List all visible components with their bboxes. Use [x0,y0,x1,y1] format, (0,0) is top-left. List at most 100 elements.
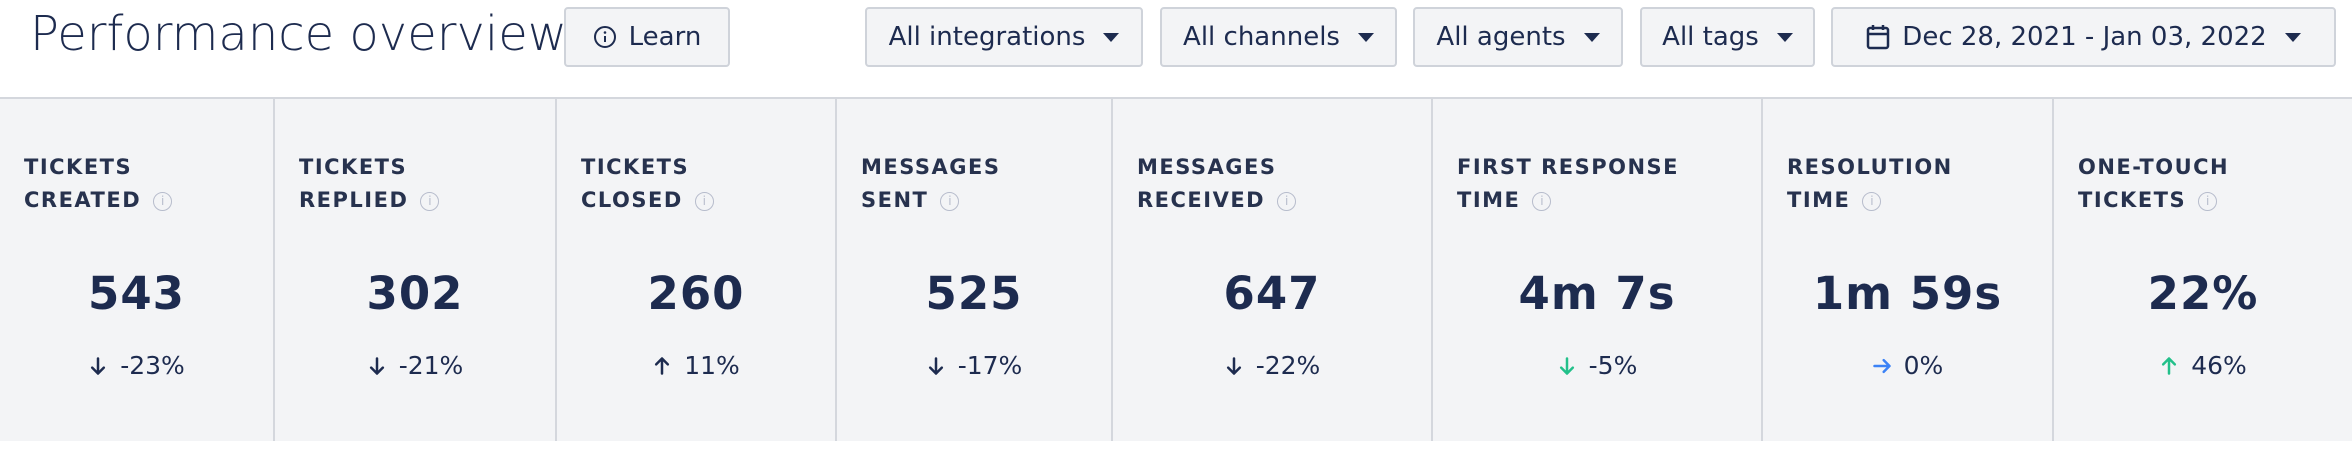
stat-label-text: SENT [861,188,929,212]
stat-label-text: MESSAGES [1137,155,1277,179]
stat-value: 302 [366,267,464,320]
info-icon: i [1862,192,1882,211]
stat-label-text: ONE-TOUCH [2078,155,2230,179]
stat-value: 525 [925,267,1023,320]
trend-arrow [91,356,106,375]
stat-change-text: 11% [684,351,740,380]
stat-label: TICKETS REPLIED i [299,151,440,217]
stat-label-line: RESOLUTION [1787,151,1953,184]
stat-value: 22% [2147,267,2259,320]
stat-change-text: 46% [2191,351,2247,380]
stat-label-line: SENT i [861,184,1001,217]
stat-change: -5% [1433,351,1761,380]
stat-label-text: RESOLUTION [1787,155,1953,179]
date-range-label: Dec 28, 2021 - Jan 03, 2022 [1902,22,2267,52]
stat-change: 46% [2054,351,2352,380]
stat-change: -21% [275,351,555,380]
stat-label-text: TIME [1457,188,1521,212]
stat-change-text: -17% [957,351,1023,380]
learn-button[interactable]: Learn [564,7,730,67]
stat-card: ONE-TOUCH TICKETS i 22% 46% [2054,99,2352,441]
stat-value: 647 [1223,267,1321,320]
stat-label: MESSAGES RECEIVED i [1137,151,1297,217]
trend-arrow [928,356,943,375]
stat-card: TICKETS CLOSED i 260 11% [557,99,837,441]
stat-label-line: CREATED i [24,184,173,217]
filter-label: All integrations [888,22,1086,52]
stat-label: TICKETS CREATED i [24,151,173,217]
stat-label-line: ONE-TOUCH [2078,151,2229,184]
arrow-path [369,356,384,375]
info-icon: i [2198,192,2218,211]
caret [1103,32,1120,42]
stat-change-text: 0% [1903,351,1944,380]
arrow-path [91,356,106,375]
trend-arrow [655,356,670,375]
info-icon: i [694,192,714,211]
stat-label-line: TIME i [1787,184,1953,217]
trend-arrow [1559,356,1574,375]
stat-change-text: -23% [120,351,185,380]
stat-label-line: TICKETS [24,151,172,184]
stat-label-line: TICKETS [581,151,714,184]
filter-dropdown[interactable]: All channels [1160,7,1397,67]
stat-label-text: TICKETS [299,155,408,179]
caret [1583,32,1600,42]
page-title: Performance overview [30,6,567,62]
arrow-path [1872,358,1891,373]
learn-label: Learn [628,22,702,52]
stat-change-text: -22% [1255,351,1321,380]
arrow-path [1226,356,1241,375]
filter-label: All agents [1436,22,1566,52]
stat-label-line: FIRST RESPONSE [1457,151,1679,184]
stat-change-text: -21% [398,351,464,380]
stat-label-text: TICKETS [2078,188,2187,212]
stat-label-text: REPLIED [299,188,409,212]
stat-label-text: FIRST RESPONSE [1457,155,1680,179]
stat-label-text: RECEIVED [1137,188,1266,212]
filter-dropdown[interactable]: All integrations [865,7,1143,67]
stat-label-text: CREATED [24,188,142,212]
stat-card: FIRST RESPONSE TIME i 4m 7s -5% [1433,99,1763,441]
arrow-path [1559,356,1574,375]
date-range-button[interactable]: Dec 28, 2021 - Jan 03, 2022 [1831,7,2336,67]
stat-card: RESOLUTION TIME i 1m 59s 0% [1763,99,2054,441]
stat-change: -22% [1113,351,1431,380]
calendar-icon [1867,25,1890,50]
stat-label: RESOLUTION TIME i [1787,151,1953,217]
arrow-path [928,356,943,375]
stat-change: 0% [1763,351,2052,380]
trend-arrow [1872,358,1891,373]
arrow-path [655,356,670,375]
filter-dropdown[interactable]: All agents [1413,7,1623,67]
stat-label-text: CLOSED [581,188,683,212]
stat-label-line: TIME i [1457,184,1679,217]
info-icon: i [1277,192,1297,211]
info-icon: i [153,192,173,211]
info-icon: i [1532,192,1552,211]
stat-change-text: -5% [1588,351,1638,380]
trend-arrow [2162,356,2177,375]
stat-label: TICKETS CLOSED i [581,151,714,217]
stat-change: 11% [557,351,835,380]
trend-arrow [369,356,384,375]
arrow-path [2162,356,2177,375]
stat-change: -23% [0,351,273,380]
filter-label: All tags [1662,22,1759,52]
stat-label-line: RECEIVED i [1137,184,1297,217]
stat-label-line: TICKETS i [2078,184,2229,217]
stat-label-text: TIME [1787,188,1851,212]
stat-card: TICKETS REPLIED i 302 -21% [275,99,557,441]
stat-card: TICKETS CREATED i 543 -23% [0,99,275,441]
info-icon: i [940,192,960,211]
stat-value: 1m 59s [1812,267,2003,320]
stat-label-text: TICKETS [24,155,133,179]
stat-label-line: CLOSED i [581,184,714,217]
stat-value: 543 [88,267,185,320]
filter-dropdown[interactable]: All tags [1640,7,1815,67]
stat-label: MESSAGES SENT i [861,151,1001,217]
info-icon: i [420,192,440,211]
stat-card: MESSAGES SENT i 525 -17% [837,99,1113,441]
stat-value: 4m 7s [1518,267,1676,320]
